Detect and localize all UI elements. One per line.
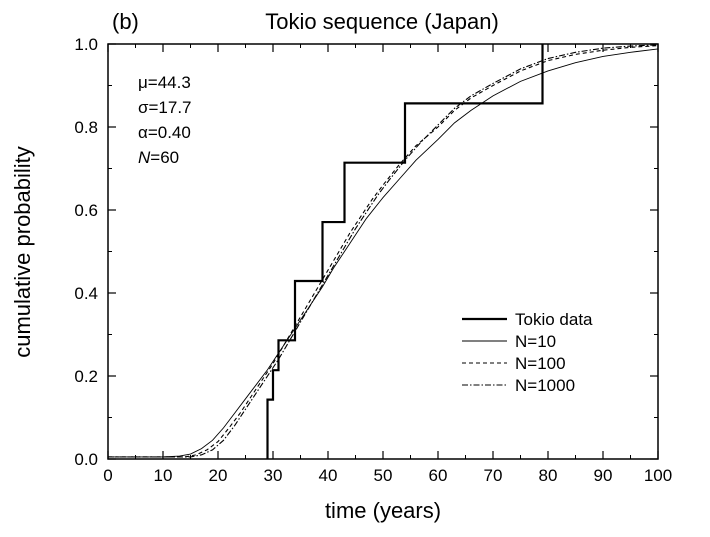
- x-tick-label: 40: [319, 466, 338, 485]
- param-value: =17.7: [149, 98, 192, 117]
- legend-label: N=100: [515, 354, 566, 373]
- x-tick-label: 50: [374, 466, 393, 485]
- x-tick-label: 30: [264, 466, 283, 485]
- legend-label: Tokio data: [515, 310, 593, 329]
- x-axis-title: time (years): [325, 498, 441, 523]
- y-tick-label: 0.8: [74, 118, 98, 137]
- x-tick-label: 0: [103, 466, 112, 485]
- x-tick-label: 60: [429, 466, 448, 485]
- chart-title: Tokio sequence (Japan): [265, 9, 499, 34]
- param-value: =60: [150, 148, 179, 167]
- x-tick-label: 90: [594, 466, 613, 485]
- x-tick-label: 20: [209, 466, 228, 485]
- y-tick-label: 0.4: [74, 284, 98, 303]
- y-tick-label: 0.0: [74, 450, 98, 469]
- param-annotation: α=0.40: [138, 123, 191, 142]
- y-tick-label: 0.6: [74, 201, 98, 220]
- param-symbol: N: [138, 148, 151, 167]
- param-symbol: α: [138, 123, 148, 142]
- y-tick-label: 1.0: [74, 35, 98, 54]
- y-tick-label: 0.2: [74, 367, 98, 386]
- series-line-1: [108, 48, 658, 458]
- param-value: =0.40: [148, 123, 191, 142]
- parameter-annotations: μ=44.3σ=17.7α=0.40N=60: [138, 73, 192, 167]
- legend-label: N=10: [515, 332, 556, 351]
- param-symbol: μ: [138, 73, 148, 92]
- param-annotation: N=60: [138, 148, 179, 167]
- param-value: =44.3: [148, 73, 191, 92]
- series-line-3: [108, 44, 658, 458]
- x-tick-label: 100: [644, 466, 672, 485]
- x-tick-label: 10: [154, 466, 173, 485]
- legend-label: N=1000: [515, 376, 575, 395]
- x-tick-label: 80: [539, 466, 558, 485]
- x-axis-ticks: 0 10 20 30 40 50 60 70 80 90 100: [103, 44, 672, 485]
- y-axis-title: cumulative probability: [10, 146, 35, 358]
- series-line-0: [266, 44, 544, 459]
- param-annotation: μ=44.3: [138, 73, 191, 92]
- plot-frame: [107, 43, 659, 460]
- series-line-2: [108, 45, 658, 458]
- series-layer: [108, 44, 658, 459]
- legend: Tokio data N=10 N=100 N=1000: [462, 310, 593, 395]
- x-tick-label: 70: [484, 466, 503, 485]
- param-annotation: σ=17.7: [138, 98, 192, 117]
- panel-label: (b): [112, 9, 139, 34]
- param-symbol: σ: [138, 98, 149, 117]
